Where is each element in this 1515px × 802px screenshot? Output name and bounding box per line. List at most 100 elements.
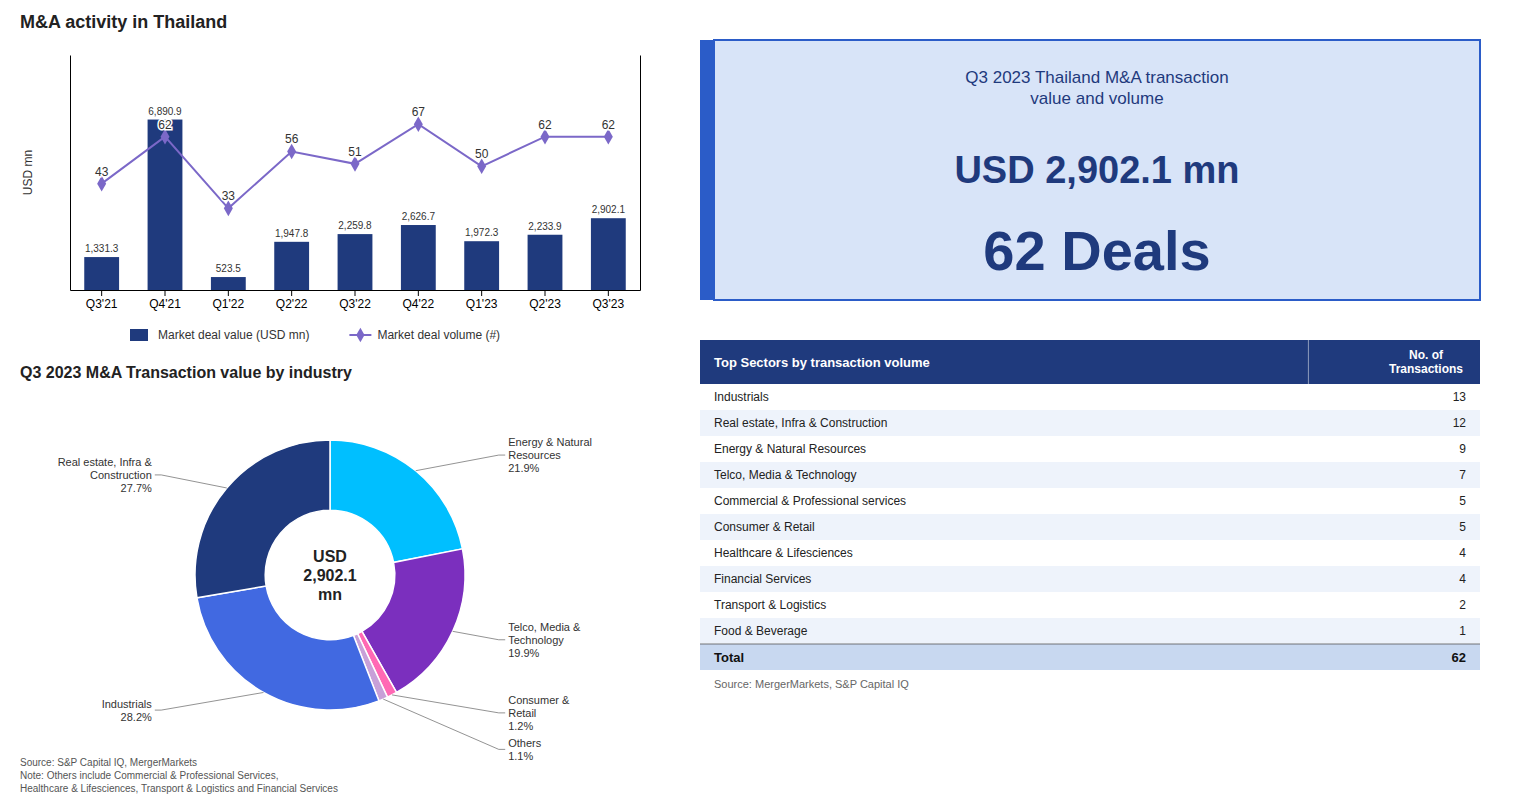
x-tick-mark: [545, 290, 546, 296]
table-header: No. ofTransactions: [1389, 348, 1463, 376]
x-tick: Q3'22: [339, 290, 371, 311]
x-tick: Q4'22: [403, 290, 435, 311]
table-row-bg: [700, 462, 1480, 488]
center-text-line: mn: [318, 586, 342, 603]
slice-label-line: Industrials: [102, 698, 153, 710]
slice-label: Industrials: [102, 698, 153, 710]
table-row-bg: [700, 514, 1480, 540]
bar: [528, 235, 563, 290]
chart-title: Q3 2023 M&A Transaction value by industr…: [20, 364, 352, 381]
center-text-line: USD: [313, 548, 347, 565]
slice-labels: Energy & NaturalResources21.9%Telco, Med…: [58, 436, 592, 762]
slice-label-line: Consumer &: [508, 694, 570, 706]
table-row-bg: [700, 618, 1480, 644]
table-cell: 12: [1453, 416, 1467, 430]
leader-line: [416, 455, 505, 471]
slice-label-line: Real estate, Infra &: [58, 456, 153, 468]
dashboard: M&A activity in Thailand USD mn Q3'21 Q4'21…: [0, 0, 1515, 802]
info-box: Q3 2023 Thailand M&A transactionvalue an…: [700, 40, 1480, 300]
table-cell: Consumer & Retail: [714, 520, 815, 534]
slice-value: 21.9%: [508, 462, 539, 474]
point-label: 56: [285, 132, 299, 146]
slice-value: 27.7%: [121, 482, 152, 494]
slice-label: Others: [508, 737, 542, 749]
bar: [591, 218, 626, 290]
point-label: 43: [95, 165, 109, 179]
x-tick-mark: [165, 290, 166, 296]
slice-label: Real estate, Infra &Construction: [58, 456, 153, 481]
point-label: 67: [412, 105, 426, 119]
table-cell: Energy & Natural Resources: [714, 442, 866, 456]
table-cell: 4: [1459, 546, 1466, 560]
slice-value: 28.2%: [121, 711, 152, 723]
source-note-line: Source: S&P Capital IQ, MergerMarkets: [20, 757, 197, 768]
table: Top Sectors by transaction volume No. ofT…: [700, 340, 1480, 690]
slice-value: 19.9%: [508, 647, 539, 659]
x-tick: Q1'23: [466, 290, 498, 311]
table-row-bg: [700, 384, 1480, 410]
x-tick-mark: [291, 290, 292, 296]
bar-label: 1,947.8: [275, 228, 309, 239]
info-subtitle: Q3 2023 Thailand M&A transactionvalue an…: [965, 68, 1228, 108]
x-tick-mark: [608, 290, 609, 296]
x-tick-label: Q4'21: [149, 297, 181, 311]
x-tick-mark: [418, 290, 419, 296]
legend-label: Market deal value (USD mn): [158, 328, 309, 342]
x-tick: Q1'22: [213, 290, 245, 311]
legend: Market deal value (USD mn) Market deal vo…: [130, 328, 500, 342]
y2-axis: [640, 56, 641, 291]
bar: [274, 242, 309, 290]
info-subtitle-line: Q3 2023 Thailand M&A transaction: [965, 68, 1228, 87]
table-cell: 1: [1459, 624, 1466, 638]
x-tick: Q4'21: [149, 290, 181, 311]
table-total-rule: [700, 644, 1480, 645]
legend-swatch: [130, 329, 148, 341]
center-text: USD2,902.1mn: [303, 548, 356, 603]
table-row-bg: [700, 488, 1480, 514]
table-cell: 5: [1459, 494, 1466, 508]
table-row-bg: [700, 436, 1480, 462]
slice-label: Consumer &Retail: [508, 694, 570, 719]
bar: [338, 234, 373, 290]
plot-marks: [84, 116, 626, 290]
source-note: Source: S&P Capital IQ, MergerMarketsNot…: [20, 757, 338, 794]
x-tick: Q3'23: [593, 290, 625, 311]
info-text: 62 Deals: [983, 219, 1210, 282]
table-cell: 13: [1453, 390, 1467, 404]
y2-axis-line: [640, 56, 641, 291]
point-label: 62: [538, 118, 552, 132]
data-labels: 1,331.36,890.9523.51,947.82,259.82,626.7…: [85, 105, 625, 274]
x-tick-mark: [481, 290, 482, 296]
slice-label: Telco, Media &Technology: [508, 621, 581, 646]
source-note: Source: MergerMarkets, S&P Capital IQ: [714, 678, 909, 690]
slice-label-line: Construction: [90, 469, 152, 481]
x-tick: Q2'22: [276, 290, 308, 311]
table-header: Top Sectors by transaction volume: [714, 355, 930, 370]
info-text: USD 2,902.1 mn: [954, 149, 1239, 191]
table-cell: Telco, Media & Technology: [714, 468, 857, 482]
source-note-line: Healthcare & Lifesciences, Transport & L…: [20, 783, 338, 794]
leader-line: [453, 631, 506, 639]
table-cell: Food & Beverage: [714, 624, 808, 638]
x-tick-label: Q3'21: [86, 297, 118, 311]
legend-item: Market deal value (USD mn): [130, 328, 309, 342]
bar-label: 2,902.1: [592, 204, 626, 215]
legend-label: Market deal volume (#): [377, 328, 500, 342]
table-cell: Industrials: [714, 390, 769, 404]
bar-line-chart: M&A activity in ThailandUSD mnQ3'21Q4'21…: [20, 12, 641, 342]
x-tick-label: Q2'22: [276, 297, 308, 311]
info-panel: [714, 40, 1480, 300]
chart-title: M&A activity in Thailand: [20, 12, 227, 32]
bar: [464, 241, 499, 290]
table-cell: 4: [1459, 572, 1466, 586]
table-row-bg: [700, 592, 1480, 618]
slice-label-line: Telco, Media &: [508, 621, 581, 633]
bar: [84, 257, 119, 290]
x-tick: Q2'23: [529, 290, 561, 311]
x-tick-label: Q3'23: [593, 297, 625, 311]
slice-label-line: Technology: [508, 634, 564, 646]
x-tick-label: Q1'22: [213, 297, 245, 311]
x-axis: Q3'21 Q4'21 Q1'22 Q2'22 Q3'22 Q4'22 Q1'23 Q2'23…: [71, 290, 641, 311]
x-tick: Q3'21: [86, 290, 118, 311]
table-cell: 5: [1459, 520, 1466, 534]
